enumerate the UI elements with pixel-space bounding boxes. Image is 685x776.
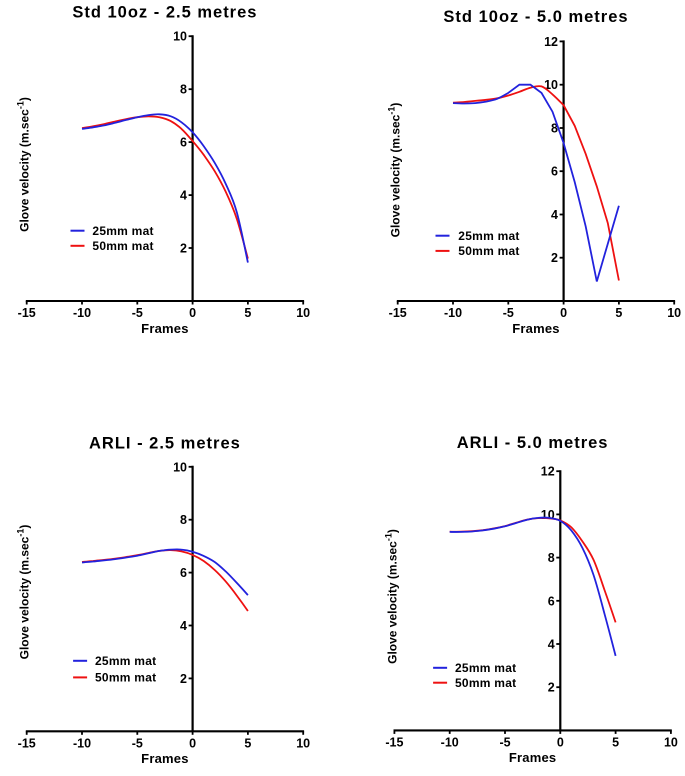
svg-text:Std 10oz - 2.5 metres: Std 10oz - 2.5 metres xyxy=(72,4,257,22)
svg-text:50mm mat: 50mm mat xyxy=(92,239,153,253)
svg-text:25mm mat: 25mm mat xyxy=(458,229,519,243)
svg-text:-5: -5 xyxy=(132,306,143,320)
svg-text:6: 6 xyxy=(548,594,555,608)
svg-text:10: 10 xyxy=(667,306,681,320)
svg-text:4: 4 xyxy=(180,619,187,633)
svg-text:8: 8 xyxy=(180,83,187,97)
svg-text:10: 10 xyxy=(544,78,558,92)
svg-text:50mm mat: 50mm mat xyxy=(455,676,516,690)
svg-text:Glove velocity (m.sec-1): Glove velocity (m.sec-1) xyxy=(16,525,32,660)
svg-text:Glove velocity (m.sec-1): Glove velocity (m.sec-1) xyxy=(387,103,403,238)
svg-text:6: 6 xyxy=(180,566,187,580)
svg-text:ARLI - 2.5 metres: ARLI - 2.5 metres xyxy=(89,435,241,453)
svg-text:50mm mat: 50mm mat xyxy=(95,671,156,685)
svg-text:Glove velocity (m.sec-1): Glove velocity (m.sec-1) xyxy=(16,97,32,232)
svg-text:5: 5 xyxy=(612,735,619,749)
svg-text:-5: -5 xyxy=(503,306,514,320)
svg-text:2: 2 xyxy=(551,251,558,265)
svg-text:-15: -15 xyxy=(18,736,36,750)
svg-text:-10: -10 xyxy=(73,306,91,320)
svg-text:Std 10oz - 5.0 metres: Std 10oz - 5.0 metres xyxy=(443,8,628,26)
svg-text:-10: -10 xyxy=(73,736,91,750)
svg-text:25mm mat: 25mm mat xyxy=(455,661,516,675)
svg-text:Frames: Frames xyxy=(512,321,559,336)
svg-text:50mm mat: 50mm mat xyxy=(458,244,519,258)
svg-text:Frames: Frames xyxy=(141,751,188,766)
svg-text:-10: -10 xyxy=(444,306,462,320)
svg-text:-15: -15 xyxy=(389,306,407,320)
svg-text:5: 5 xyxy=(615,306,622,320)
svg-text:25mm mat: 25mm mat xyxy=(92,224,153,238)
svg-text:2: 2 xyxy=(180,242,187,256)
svg-text:4: 4 xyxy=(551,208,558,222)
svg-text:0: 0 xyxy=(560,306,567,320)
svg-text:Frames: Frames xyxy=(141,321,188,336)
svg-text:8: 8 xyxy=(548,551,555,565)
svg-text:0: 0 xyxy=(557,735,564,749)
svg-text:Frames: Frames xyxy=(509,750,556,765)
svg-text:-15: -15 xyxy=(385,735,403,749)
svg-text:12: 12 xyxy=(544,35,558,49)
svg-text:10: 10 xyxy=(296,736,310,750)
svg-text:5: 5 xyxy=(244,736,251,750)
svg-text:-5: -5 xyxy=(132,736,143,750)
svg-text:10: 10 xyxy=(296,306,310,320)
svg-text:10: 10 xyxy=(173,460,187,474)
svg-text:Glove velocity (m.sec-1): Glove velocity (m.sec-1) xyxy=(383,529,399,664)
svg-text:5: 5 xyxy=(244,306,251,320)
svg-text:25mm mat: 25mm mat xyxy=(95,654,156,668)
svg-text:10: 10 xyxy=(541,508,555,522)
svg-text:4: 4 xyxy=(180,189,187,203)
svg-text:0: 0 xyxy=(189,306,196,320)
svg-text:-15: -15 xyxy=(18,306,36,320)
svg-text:8: 8 xyxy=(551,122,558,136)
svg-text:2: 2 xyxy=(180,672,187,686)
svg-text:6: 6 xyxy=(551,165,558,179)
svg-text:8: 8 xyxy=(180,513,187,527)
svg-text:12: 12 xyxy=(541,465,555,479)
svg-text:ARLI - 5.0 metres: ARLI - 5.0 metres xyxy=(457,434,609,452)
svg-text:4: 4 xyxy=(548,638,555,652)
svg-text:6: 6 xyxy=(180,136,187,150)
svg-text:0: 0 xyxy=(189,736,196,750)
svg-text:10: 10 xyxy=(664,735,678,749)
svg-text:10: 10 xyxy=(173,30,187,44)
svg-text:-5: -5 xyxy=(499,735,510,749)
svg-text:-10: -10 xyxy=(441,735,459,749)
svg-text:2: 2 xyxy=(548,681,555,695)
